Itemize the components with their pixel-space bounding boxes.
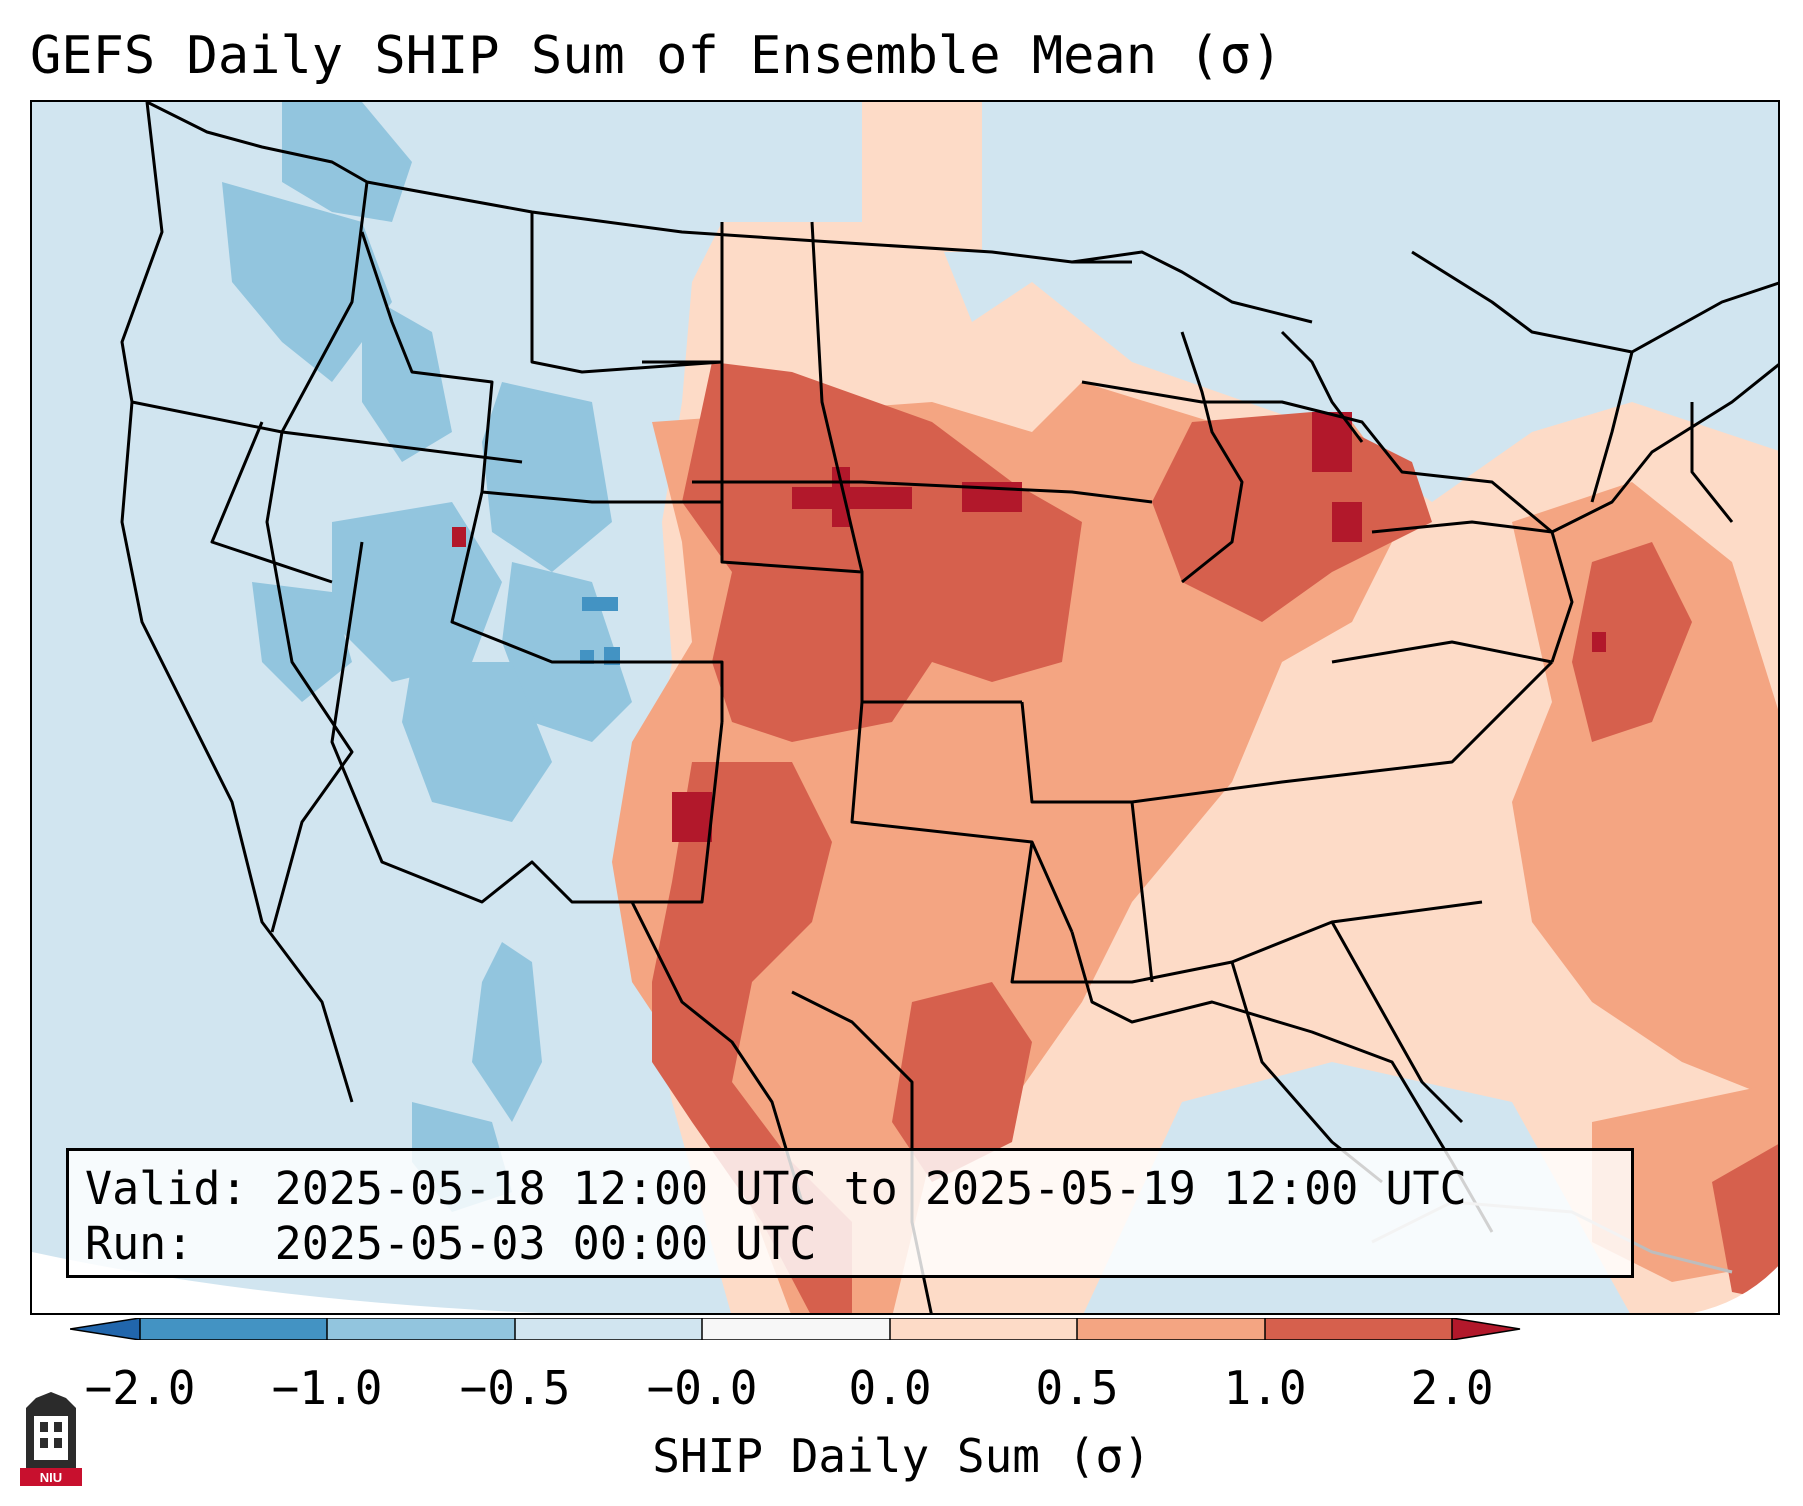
colorbar-outline [70, 1318, 1521, 1340]
niu-logo-icon: NIU [20, 1392, 82, 1486]
valid-row: Valid: 2025-05-18 12:00 UTC to 2025-05-1… [85, 1161, 1631, 1216]
colorbar-extend-low [70, 1318, 140, 1340]
valid-time-box: Valid: 2025-05-18 12:00 UTC to 2025-05-1… [66, 1148, 1634, 1278]
colorbar-bin [1265, 1318, 1452, 1340]
colorbar-tick-label: −0.0 [646, 1361, 758, 1415]
colorbar-bin [327, 1318, 515, 1340]
colorbar-tick-label: −2.0 [84, 1361, 196, 1415]
colorbar-bin [702, 1318, 890, 1340]
svg-text:NIU: NIU [40, 1470, 62, 1485]
map-panel [30, 100, 1780, 1315]
colorbar-tick-label: 1.0 [1223, 1361, 1307, 1415]
colorbar-bin [890, 1318, 1077, 1340]
colorbar [70, 1318, 1521, 1340]
map-title: GEFS Daily SHIP Sum of Ensemble Mean (σ) [30, 26, 1283, 86]
off-globe-area-right [1692, 1266, 1778, 1313]
state-and-coast-lines [120, 102, 1778, 1313]
colorbar-tick-label: −1.0 [271, 1361, 383, 1415]
colorbar-bin [515, 1318, 702, 1340]
run-row: Run: 2025-05-03 00:00 UTC [85, 1216, 1631, 1271]
colorbar-bin [140, 1318, 327, 1340]
valid-label: Valid: [85, 1162, 248, 1215]
run-value: 2025-05-03 00:00 UTC [274, 1217, 817, 1270]
run-label: Run: [85, 1217, 194, 1270]
colorbar-tick-label: 0.5 [1035, 1361, 1119, 1415]
colorbar-label: SHIP Daily Sum (σ) [652, 1429, 1151, 1483]
colorbar-tick-label: −0.5 [459, 1361, 571, 1415]
colorbar-tick-label: 0.0 [848, 1361, 932, 1415]
colorbar-bin [1077, 1318, 1265, 1340]
valid-value: 2025-05-18 12:00 UTC to 2025-05-19 12:00… [274, 1162, 1467, 1215]
colorbar-tick-label: 2.0 [1410, 1361, 1494, 1415]
off-globe-area [32, 1252, 541, 1313]
strong-positive-regions [652, 362, 1778, 1313]
colorbar-extend-high [1452, 1318, 1520, 1340]
ship-anomaly-map [32, 102, 1778, 1313]
